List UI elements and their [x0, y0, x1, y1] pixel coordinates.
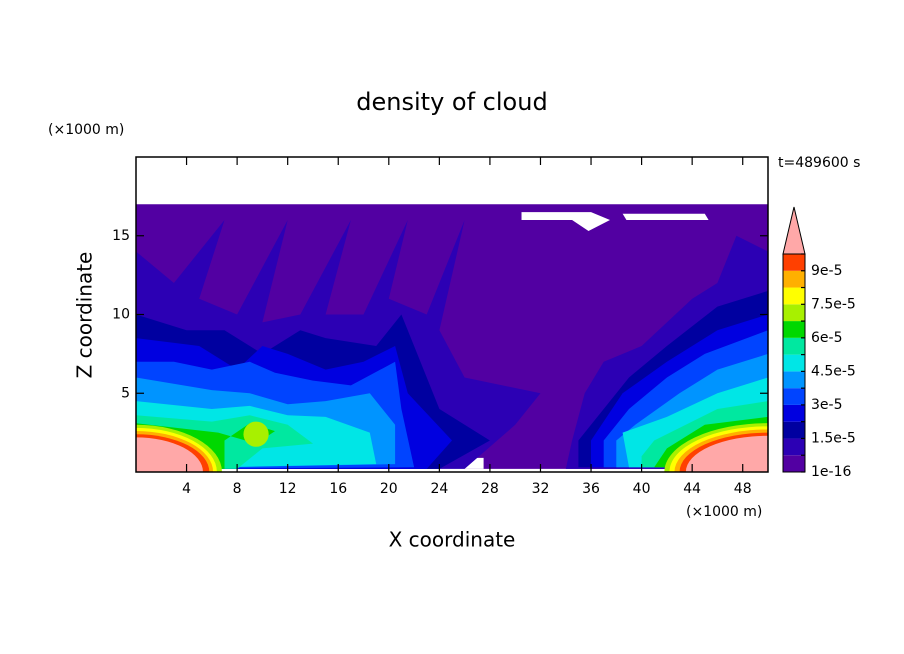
no-data-gap: [622, 213, 709, 220]
x-tick-label: 48: [734, 481, 752, 497]
x-tick-label: 28: [481, 481, 499, 497]
colorbar-band: [783, 438, 805, 456]
no-data-gap: [521, 212, 610, 232]
colorbar-band: [783, 388, 805, 405]
colorbar-band: [783, 270, 805, 288]
colorbar-label: 1e-16: [811, 464, 851, 480]
y-tick-label: 10: [112, 307, 130, 323]
x-tick-label: 24: [430, 481, 448, 497]
colorbar-band: [783, 354, 805, 372]
colorbar-band: [783, 404, 805, 422]
colorbar-band: [783, 421, 805, 439]
colorbar-label: 9e-5: [811, 263, 842, 279]
colorbar-label: 3e-5: [811, 397, 842, 413]
colorbar-band: [783, 455, 805, 472]
colorbar-label: 1.5e-5: [811, 430, 856, 446]
x-tick-label: 20: [380, 481, 398, 497]
contour-band: [136, 437, 203, 472]
x-tick-label: 8: [233, 481, 242, 497]
x-tick-label: 16: [329, 481, 347, 497]
x-tick-label: 36: [582, 481, 600, 497]
x-unit: (×1000 m): [686, 504, 762, 520]
contour-field: [136, 204, 768, 472]
colorbar-band: [783, 321, 805, 338]
colorbar-label: 7.5e-5: [811, 296, 856, 312]
colorbar-band: [783, 304, 805, 322]
x-tick-label: 32: [532, 481, 550, 497]
colorbar-frame: [782, 253, 806, 473]
colorbar-label: 4.5e-5: [811, 363, 856, 379]
colorbar-band: [783, 287, 805, 305]
x-tick-label: 12: [279, 481, 297, 497]
y-unit: (×1000 m): [48, 122, 124, 138]
chart-title: density of cloud: [356, 88, 547, 116]
y-tick-label: 5: [121, 385, 130, 401]
x-tick-label: 40: [633, 481, 651, 497]
colorbar-band: [783, 337, 805, 355]
x-axis-label: X coordinate: [389, 528, 516, 552]
colorbar-band: [783, 371, 805, 389]
y-tick-label: 15: [112, 228, 130, 244]
y-axis-label: Z coordinate: [73, 252, 97, 379]
colorbar-label: 6e-5: [811, 330, 842, 346]
x-tick-label: 4: [182, 481, 191, 497]
time-annotation: t=489600 s: [778, 155, 860, 171]
contour-band: [685, 435, 768, 472]
colorbar-extend: [782, 206, 806, 255]
colorbar-band: [783, 254, 805, 271]
x-tick-label: 44: [683, 481, 701, 497]
contour-band: [243, 421, 269, 447]
